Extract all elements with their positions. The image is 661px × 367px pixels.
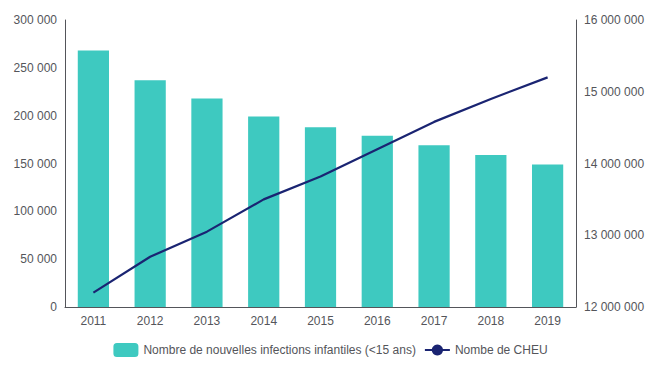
svg-text:200 000: 200 000 — [14, 109, 58, 123]
svg-text:2016: 2016 — [364, 314, 391, 328]
svg-text:16 000 000: 16 000 000 — [584, 13, 644, 27]
svg-text:150 000: 150 000 — [14, 157, 58, 171]
svg-text:50 000: 50 000 — [20, 252, 57, 266]
svg-text:15 000 000: 15 000 000 — [584, 85, 644, 99]
svg-text:300 000: 300 000 — [14, 13, 58, 27]
svg-text:Nombe de CHEU: Nombe de CHEU — [455, 343, 548, 357]
svg-text:13 000 000: 13 000 000 — [584, 228, 644, 242]
svg-text:2012: 2012 — [137, 314, 164, 328]
svg-text:12 000 000: 12 000 000 — [584, 300, 644, 314]
svg-text:100 000: 100 000 — [14, 204, 58, 218]
svg-text:2013: 2013 — [194, 314, 221, 328]
svg-text:2019: 2019 — [534, 314, 561, 328]
svg-text:14 000 000: 14 000 000 — [584, 157, 644, 171]
svg-text:2018: 2018 — [477, 314, 504, 328]
svg-text:2011: 2011 — [80, 314, 106, 328]
svg-text:2015: 2015 — [307, 314, 334, 328]
svg-text:250 000: 250 000 — [14, 61, 58, 75]
svg-text:0: 0 — [50, 300, 57, 314]
svg-text:Nombre de nouvelles infections: Nombre de nouvelles infections infantile… — [143, 343, 415, 357]
svg-text:2017: 2017 — [421, 314, 448, 328]
svg-text:2014: 2014 — [250, 314, 277, 328]
